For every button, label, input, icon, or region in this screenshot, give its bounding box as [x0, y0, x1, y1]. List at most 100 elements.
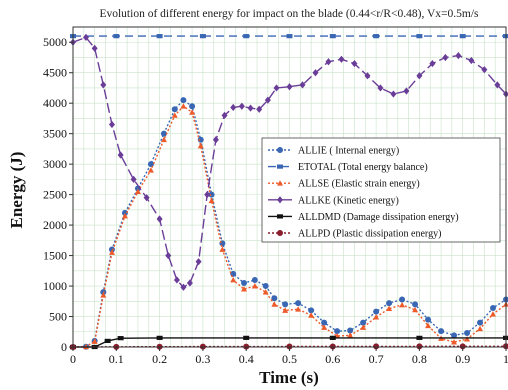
data-point	[121, 209, 128, 216]
data-point	[338, 55, 345, 63]
data-point	[282, 301, 289, 308]
x-tick-label: 0.4	[239, 352, 254, 366]
data-point	[251, 276, 258, 283]
data-point	[221, 111, 228, 119]
data-point	[412, 301, 419, 308]
data-point	[468, 56, 475, 65]
data-point	[273, 84, 280, 92]
data-point	[156, 34, 163, 39]
legend: ALLIE ( Internal energy) ETOTAL (Total en…	[261, 137, 501, 243]
data-point	[189, 109, 196, 115]
data-point	[334, 328, 341, 335]
data-point	[108, 246, 115, 253]
y-axis-title: Energy (J)	[7, 152, 26, 229]
data-point	[186, 279, 193, 287]
data-point	[377, 84, 384, 92]
legend-swatch-marker	[277, 180, 283, 186]
data-point	[282, 307, 289, 313]
data-point	[347, 332, 354, 338]
x-tick-label: 0.2	[152, 352, 167, 366]
legend-swatch-marker	[277, 214, 283, 219]
data-point	[360, 324, 367, 330]
axes: 0 0.1 0.2 0.3 0.4 0.5 0.6 0.7 0.8 0.9 1 0 500 1000 150…	[43, 35, 508, 366]
data-point	[100, 81, 107, 89]
legend-label: ALLIE ( Internal energy)	[298, 146, 399, 157]
data-point	[156, 335, 163, 340]
data-point	[143, 194, 150, 202]
data-point	[329, 34, 336, 39]
data-point	[219, 246, 226, 252]
data-point	[264, 96, 271, 104]
y-tick-label: 3500	[43, 127, 67, 141]
data-point	[241, 286, 248, 292]
y-tick-label: 5000	[43, 35, 67, 49]
data-point	[477, 319, 484, 326]
legend-box	[261, 137, 501, 243]
chart-title: Evolution of different energy for impact…	[99, 8, 479, 20]
data-point	[130, 175, 137, 183]
data-point	[165, 251, 172, 260]
x-tick-label: 0.3	[195, 352, 210, 366]
x-tick-label: 0.5	[282, 352, 297, 366]
data-point	[171, 106, 178, 113]
data-point	[104, 338, 111, 344]
data-point	[91, 338, 98, 344]
data-point	[416, 72, 423, 80]
data-point	[262, 283, 269, 290]
data-point	[134, 188, 141, 194]
data-point	[373, 308, 380, 315]
data-point	[100, 292, 107, 298]
data-point	[464, 336, 471, 342]
x-tick-label: 1	[503, 352, 508, 366]
data-point	[238, 102, 245, 110]
data-point	[251, 283, 258, 289]
data-point	[180, 103, 187, 109]
data-point	[455, 52, 462, 60]
data-point	[390, 90, 397, 98]
x-tick-label: 0.9	[455, 352, 470, 366]
data-point	[113, 34, 120, 39]
data-point	[360, 319, 367, 326]
legend-label: ALLDMD (Damage dissipation energy)	[298, 212, 459, 223]
legend-entry: ALLSE (Elastic strain energy)	[268, 179, 420, 190]
data-point	[286, 34, 293, 39]
data-point	[308, 312, 315, 318]
data-point	[425, 322, 432, 329]
data-point	[386, 305, 393, 311]
data-point	[416, 34, 423, 39]
x-tick-label: 0.8	[412, 352, 427, 366]
data-point	[459, 34, 466, 39]
x-tick-label: 0.7	[369, 352, 384, 366]
data-point	[329, 343, 336, 350]
data-point	[329, 335, 336, 340]
data-point	[195, 258, 202, 266]
data-point	[364, 72, 371, 80]
data-point	[243, 34, 250, 39]
data-point	[494, 81, 501, 89]
legend-swatch-marker	[277, 164, 283, 169]
legend-swatch-marker	[277, 196, 283, 204]
data-point	[451, 339, 458, 345]
data-point	[312, 69, 319, 77]
data-point	[429, 59, 436, 68]
y-tick-label: 1500	[43, 249, 67, 263]
data-point	[189, 103, 196, 110]
data-point	[173, 276, 180, 284]
data-point	[403, 87, 410, 95]
y-tick-label: 3000	[43, 157, 67, 171]
data-point	[247, 104, 254, 112]
data-point	[117, 151, 124, 159]
data-point	[464, 329, 471, 336]
data-point	[438, 328, 445, 335]
legend-label: ALLKE (Kinetic energy)	[298, 195, 399, 206]
y-tick-label: 4000	[43, 96, 67, 110]
data-point	[295, 306, 302, 312]
data-point	[262, 289, 269, 295]
data-point	[160, 130, 167, 137]
y-tick-label: 500	[49, 310, 67, 324]
data-point	[171, 112, 178, 118]
data-point	[490, 304, 497, 311]
data-point	[373, 314, 380, 320]
data-point	[108, 249, 115, 255]
